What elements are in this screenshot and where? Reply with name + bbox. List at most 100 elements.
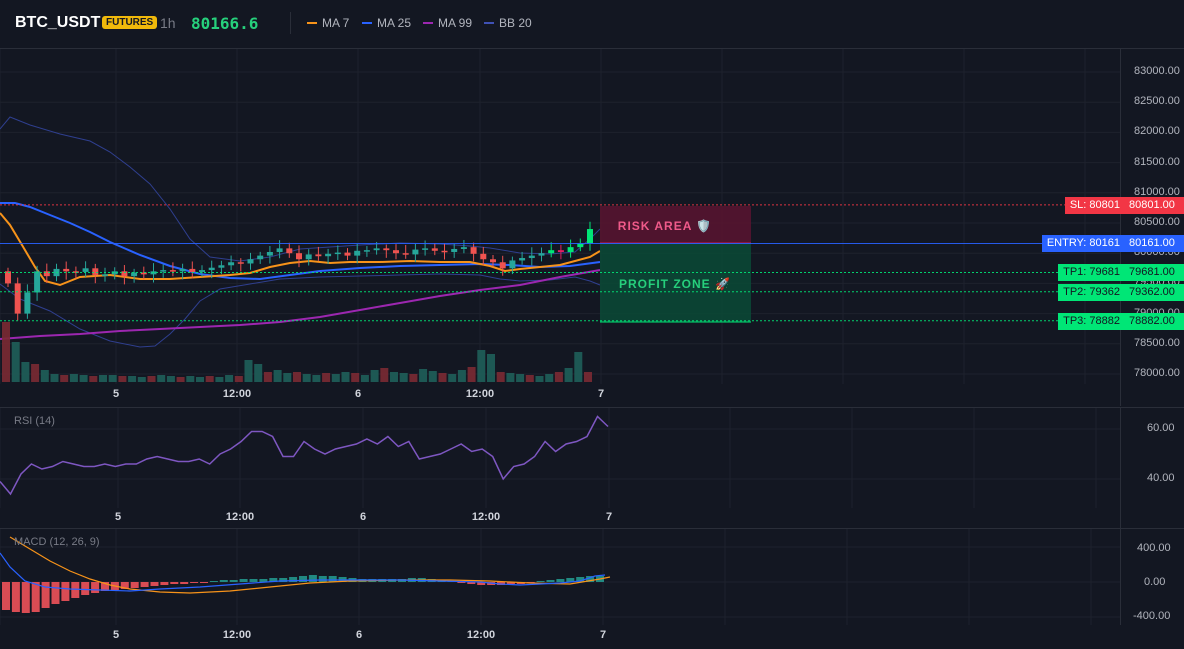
macd-line — [0, 552, 606, 592]
candle-body[interactable] — [538, 253, 545, 256]
candle-body[interactable] — [199, 270, 205, 272]
candle-body[interactable] — [228, 262, 235, 266]
legend-bb20[interactable]: BB 20 — [484, 16, 532, 30]
candle-body[interactable] — [519, 258, 526, 261]
candle-body[interactable] — [509, 260, 516, 269]
candle-body[interactable] — [5, 271, 11, 284]
legend-ma7[interactable]: MA 7 — [307, 16, 349, 30]
candle-body[interactable] — [266, 251, 273, 256]
candle-body[interactable] — [393, 250, 399, 254]
macd-pane[interactable]: MACD (12, 26, 9) — [0, 529, 1120, 625]
volume-bars — [2, 322, 592, 382]
candle-body[interactable] — [82, 268, 89, 272]
candle-body[interactable] — [237, 262, 244, 264]
tp2-tag[interactable]: TP2: 79362 — [1058, 283, 1125, 301]
symbol-name[interactable]: BTC_USDT — [15, 14, 101, 31]
macd-histogram-bar — [41, 582, 50, 608]
candle-body[interactable] — [363, 250, 370, 252]
candle-body[interactable] — [344, 252, 351, 256]
chart-header: BTC_USDT FUTURES 1h 80166.6 MA 7 MA 25 M… — [0, 0, 1184, 49]
candle-body[interactable] — [121, 271, 128, 277]
sl-tag[interactable]: SL: 80801 — [1064, 196, 1125, 214]
candle-body[interactable] — [169, 270, 176, 272]
candle-body[interactable] — [373, 248, 380, 251]
candle-body[interactable] — [160, 270, 167, 272]
candle-body[interactable] — [131, 272, 138, 277]
candle-body[interactable] — [218, 265, 225, 268]
macd-chart[interactable] — [0, 529, 1120, 625]
macd-histogram-bar — [81, 582, 90, 595]
candle-body[interactable] — [567, 247, 574, 252]
price-axis[interactable]: 83000.00 82500.00 82000.00 81500.00 81000.00… — [1120, 49, 1184, 406]
candle-body[interactable] — [470, 247, 477, 254]
macd-signal-line — [9, 536, 611, 594]
macd-histogram-bar — [120, 582, 129, 589]
candle-body[interactable] — [490, 259, 496, 263]
candle-body[interactable] — [354, 250, 361, 256]
macd-histogram-bar — [546, 580, 555, 582]
time-label: 5 — [112, 629, 120, 641]
candle-body[interactable] — [412, 249, 419, 255]
candle-body[interactable] — [92, 268, 99, 275]
rsi-time-axis: 5 12:00 6 12:00 7 — [0, 508, 1120, 528]
candle-body[interactable] — [102, 274, 108, 276]
candle-body[interactable] — [480, 253, 487, 260]
macd-histogram-bar — [477, 582, 486, 585]
candle-body[interactable] — [441, 250, 448, 253]
pane-divider[interactable] — [0, 407, 1184, 408]
price-pane[interactable]: RISK AREA 🛡️ PROFIT ZONE 🚀 — [0, 49, 1120, 406]
pane-divider[interactable] — [0, 528, 1184, 529]
candle-body[interactable] — [43, 271, 50, 277]
volume-bar — [457, 370, 466, 382]
candle-body[interactable] — [111, 271, 118, 275]
candle-body[interactable] — [72, 271, 79, 273]
tp1-tag[interactable]: TP1: 79681 — [1058, 264, 1125, 282]
legend-ma99[interactable]: MA 99 — [423, 16, 472, 30]
volume-bar — [186, 376, 195, 382]
candle-body[interactable] — [548, 250, 555, 254]
candle-body[interactable] — [383, 248, 390, 251]
candle-body[interactable] — [179, 268, 186, 272]
candle-body[interactable] — [305, 254, 312, 260]
candle-body[interactable] — [14, 283, 21, 314]
volume-bar — [21, 362, 30, 382]
volume-bar — [574, 352, 583, 382]
candle-body[interactable] — [422, 248, 429, 250]
tp3-tag[interactable]: TP3: 78882 — [1058, 312, 1125, 330]
candle-body[interactable] — [140, 272, 147, 275]
rsi-pane[interactable]: RSI (14) — [0, 408, 1120, 508]
candle-body[interactable] — [451, 248, 458, 252]
candle-body[interactable] — [557, 250, 564, 252]
volume-bar — [370, 370, 379, 382]
entry-tag[interactable]: ENTRY: 80161 — [1041, 235, 1125, 253]
rsi-chart[interactable] — [0, 408, 1120, 508]
candle-body[interactable] — [24, 292, 31, 314]
price-axis-label: 82000.00 — [1134, 125, 1180, 138]
candle-body[interactable] — [528, 255, 535, 259]
candlestick-series[interactable] — [5, 221, 593, 321]
macd-axis[interactable]: 400.00 0.00 -400.00 — [1120, 529, 1184, 625]
candle-body[interactable] — [247, 259, 254, 264]
legend-ma25[interactable]: MA 25 — [362, 16, 411, 30]
candle-body[interactable] — [325, 253, 332, 257]
candle-body[interactable] — [315, 254, 322, 257]
candle-body[interactable] — [499, 262, 506, 269]
candle-body[interactable] — [63, 268, 70, 272]
candle-body[interactable] — [208, 267, 215, 271]
candle-body[interactable] — [34, 271, 41, 293]
candle-body[interactable] — [296, 253, 302, 260]
candle-body[interactable] — [276, 248, 283, 252]
candle-body[interactable] — [431, 248, 438, 251]
candle-body[interactable] — [402, 253, 409, 255]
candle-body[interactable] — [460, 247, 467, 249]
candle-body[interactable] — [286, 248, 293, 254]
price-chart[interactable]: RISK AREA 🛡️ PROFIT ZONE 🚀 — [0, 49, 1120, 406]
candle-body[interactable] — [257, 255, 264, 260]
candle-body[interactable] — [577, 243, 584, 248]
timeframe-label[interactable]: 1h — [160, 15, 176, 31]
candle-body[interactable] — [334, 252, 341, 255]
candle-body[interactable] — [189, 268, 196, 272]
rsi-axis[interactable]: 60.00 40.00 — [1120, 408, 1184, 528]
volume-bar — [283, 373, 292, 382]
candle-body[interactable] — [587, 229, 593, 244]
